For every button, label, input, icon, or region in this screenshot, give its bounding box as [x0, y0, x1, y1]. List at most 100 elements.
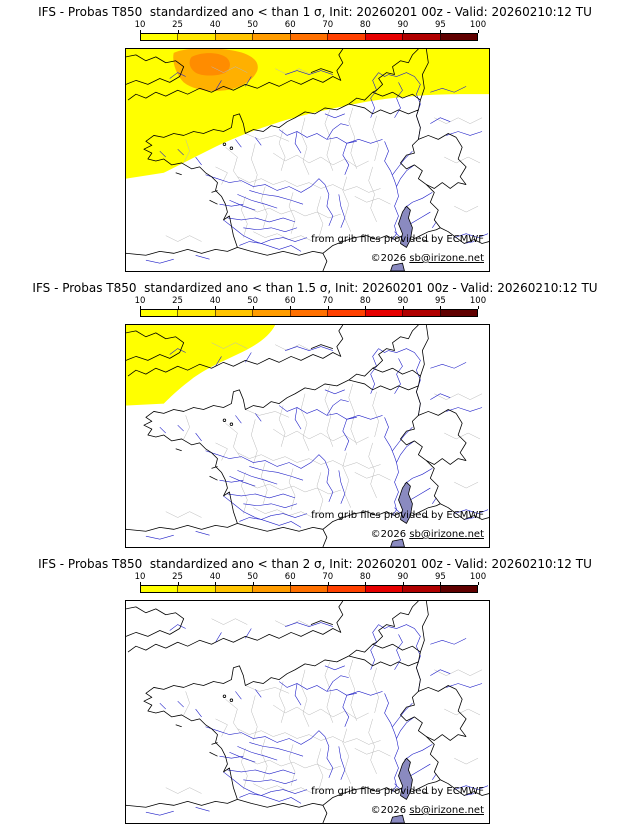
colorbar-tick-label: 70 — [322, 20, 334, 30]
colorbar-tick — [252, 582, 254, 585]
copyright-year: ©2026 — [370, 529, 410, 540]
colorbar-cell — [439, 34, 477, 40]
panel-title: IFS - Probas T850 standardized ano < tha… — [38, 557, 592, 571]
colorbar-tick-label: 50 — [247, 20, 259, 30]
copyright-line: ©2026 sb@irizone.net — [371, 253, 484, 264]
probability-colorbar: 10 25 40 50 60 70 80 90 95 100 — [135, 296, 486, 317]
colorbar-tick — [402, 306, 404, 309]
colorbar-gradient-bar — [140, 33, 478, 41]
colorbar-tick-label: 40 — [209, 20, 221, 30]
colorbar-tick-label: 60 — [284, 20, 296, 30]
colorbar-gradient-bar — [140, 585, 478, 593]
copyright-year: ©2026 — [370, 805, 410, 816]
colorbar-tick-label: 80 — [359, 572, 371, 582]
colorbar-cell — [141, 310, 178, 316]
france-map: from grib files provided by ECMWF ©2026 … — [125, 600, 490, 824]
colorbar-tick — [140, 30, 141, 33]
colorbar-tick-label: 40 — [209, 296, 221, 306]
colorbar-tick — [215, 582, 217, 585]
ecmwf-credit: from grib files provided by ECMWF — [311, 786, 484, 797]
colorbar-tick-label: 95 — [435, 20, 446, 30]
colorbar-tick — [177, 582, 179, 585]
map-graphic — [126, 325, 489, 547]
probability-map-panel-1p5sigma: IFS - Probas T850 standardized ano < tha… — [0, 276, 630, 552]
colorbar-tick — [290, 306, 292, 309]
colorbar-tick-label: 100 — [469, 296, 487, 306]
colorbar-tick — [290, 582, 292, 585]
colorbar-cell — [364, 586, 403, 592]
colorbar-cell — [402, 34, 440, 40]
colorbar-tick-label: 90 — [397, 572, 409, 582]
colorbar-tick-label: 40 — [209, 572, 221, 582]
colorbar-tick — [177, 306, 179, 309]
colorbar-tick — [252, 30, 254, 33]
colorbar-tick-label: 95 — [435, 296, 446, 306]
colorbar-tick — [365, 306, 367, 309]
ecmwf-credit: from grib files provided by ECMWF — [311, 510, 484, 521]
colorbar-tick — [478, 582, 479, 585]
colorbar-tick-label: 10 — [134, 572, 146, 582]
colorbar-tick — [478, 30, 479, 33]
colorbar-tick — [215, 30, 217, 33]
panel-title: IFS - Probas T850 standardized ano < tha… — [32, 281, 598, 295]
colorbar-gradient-bar — [140, 309, 478, 317]
colorbar-tick-label: 100 — [469, 20, 487, 30]
colorbar-tick-label: 60 — [284, 572, 296, 582]
colorbar-tick — [402, 30, 404, 33]
colorbar-tick-label: 60 — [284, 296, 296, 306]
colorbar-tick-label: 90 — [397, 20, 409, 30]
colorbar-tick-label: 95 — [435, 572, 446, 582]
copyright-line: ©2026 sb@irizone.net — [371, 529, 484, 540]
colorbar-cell — [141, 34, 178, 40]
colorbar-cell — [439, 586, 477, 592]
colorbar-tick-label: 10 — [134, 20, 146, 30]
colorbar-cell — [327, 34, 365, 40]
colorbar-tick — [215, 306, 217, 309]
colorbar-tick-label: 80 — [359, 20, 371, 30]
colorbar-cell — [177, 310, 215, 316]
colorbar-tick-label: 25 — [172, 296, 183, 306]
colorbar-cell — [252, 310, 290, 316]
colorbar-tick — [478, 306, 479, 309]
probability-map-panel-1sigma: IFS - Probas T850 standardized ano < tha… — [0, 0, 630, 276]
colorbar-tick-labels: 10 25 40 50 60 70 80 90 95 100 — [135, 296, 486, 309]
colorbar-cell — [214, 34, 253, 40]
colorbar-tick — [140, 306, 141, 309]
colorbar-cell — [252, 586, 290, 592]
france-map: from grib files provided by ECMWF ©2026 … — [125, 48, 490, 272]
colorbar-tick-label: 90 — [397, 296, 409, 306]
colorbar-tick — [440, 306, 442, 309]
colorbar-tick-label: 25 — [172, 20, 183, 30]
author-email-link[interactable]: sb@irizone.net — [409, 253, 484, 264]
colorbar-cell — [252, 34, 290, 40]
panel-title: IFS - Probas T850 standardized ano < tha… — [38, 5, 592, 19]
colorbar-tick-label: 100 — [469, 572, 487, 582]
colorbar-cell — [289, 34, 328, 40]
author-email-link[interactable]: sb@irizone.net — [409, 805, 484, 816]
colorbar-tick-label: 50 — [247, 296, 259, 306]
colorbar-cell — [327, 586, 365, 592]
colorbar-tick — [365, 30, 367, 33]
colorbar-tick-label: 25 — [172, 572, 183, 582]
colorbar-tick-labels: 10 25 40 50 60 70 80 90 95 100 — [135, 20, 486, 33]
colorbar-tick — [252, 306, 254, 309]
colorbar-cell — [141, 586, 178, 592]
colorbar-tick-labels: 10 25 40 50 60 70 80 90 95 100 — [135, 572, 486, 585]
colorbar-cell — [364, 310, 403, 316]
colorbar-tick-label: 10 — [134, 296, 146, 306]
colorbar-tick — [327, 582, 329, 585]
copyright-year: ©2026 — [370, 253, 410, 264]
author-email-link[interactable]: sb@irizone.net — [409, 529, 484, 540]
ecmwf-credit: from grib files provided by ECMWF — [311, 234, 484, 245]
colorbar-cell — [402, 310, 440, 316]
colorbar-tick — [327, 30, 329, 33]
france-map: from grib files provided by ECMWF ©2026 … — [125, 324, 490, 548]
colorbar-tick — [177, 30, 179, 33]
probability-colorbar: 10 25 40 50 60 70 80 90 95 100 — [135, 20, 486, 41]
colorbar-cell — [327, 310, 365, 316]
colorbar-tick — [365, 582, 367, 585]
colorbar-cell — [402, 586, 440, 592]
colorbar-cell — [289, 586, 328, 592]
colorbar-cell — [177, 586, 215, 592]
colorbar-tick-label: 50 — [247, 572, 259, 582]
